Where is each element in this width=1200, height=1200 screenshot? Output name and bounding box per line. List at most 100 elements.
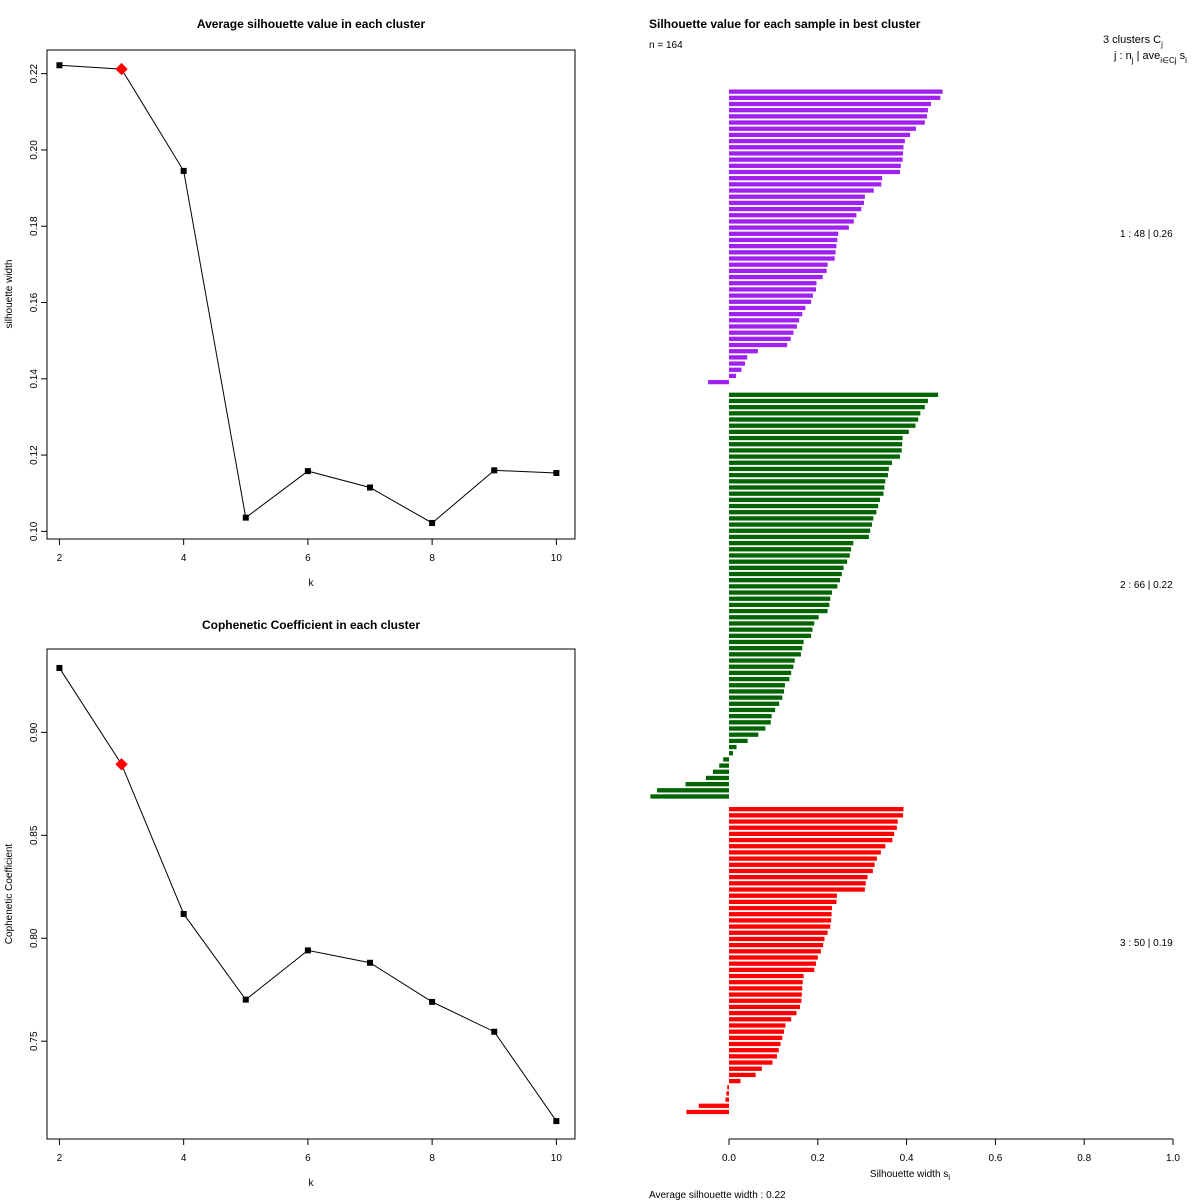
silhouette-bar: [729, 695, 783, 700]
silhouette-bar: [729, 237, 838, 243]
silhouette-bar: [729, 188, 874, 193]
x-tick-label: 10: [551, 553, 563, 564]
data-point: [56, 62, 63, 69]
silhouette-bar: [729, 949, 821, 954]
chart-title: Cophenetic Coefficient in each cluster: [202, 618, 420, 632]
silhouette-bar: [729, 590, 833, 595]
silhouette-bar: [729, 318, 800, 323]
silhouette-bar: [729, 831, 895, 837]
silhouette-bar: [729, 411, 921, 416]
silhouette-bar: [729, 324, 797, 329]
x-axis-label: Silhouette width si: [870, 1169, 950, 1182]
silhouette-bar: [729, 491, 884, 496]
silhouette-bar: [729, 553, 850, 558]
silhouette-bar: [723, 757, 729, 762]
x-tick-label: 8: [429, 553, 435, 564]
silhouette-bar: [729, 435, 903, 441]
silhouette-bar: [729, 1054, 777, 1059]
silhouette-bar: [729, 262, 828, 267]
highlight-point: [115, 758, 128, 771]
silhouette-bar: [729, 151, 904, 156]
silhouette-bar: [729, 1029, 785, 1034]
average-silhouette-footer: Average silhouette width : 0.22: [649, 1190, 786, 1200]
silhouette-bar: [729, 559, 848, 564]
data-point: [553, 470, 560, 477]
silhouette-bar: [698, 1103, 729, 1108]
silhouette-bar: [729, 875, 868, 880]
x-tick-label: 0.0: [722, 1153, 736, 1164]
silhouette-bar: [729, 652, 801, 657]
silhouette-bar: [729, 250, 836, 255]
silhouette-bar: [729, 442, 903, 447]
silhouette-bar: [729, 108, 928, 113]
legend-title: 3 clusters Cj: [1103, 34, 1163, 49]
x-tick-label: 0.6: [988, 1153, 1002, 1164]
y-tick-label: 0.12: [29, 445, 40, 465]
silhouette-bar: [729, 361, 745, 366]
silhouette-bar: [729, 460, 892, 465]
silhouette-bar: [729, 658, 795, 663]
silhouette-bar: [729, 163, 901, 168]
silhouette-bar: [729, 813, 904, 818]
silhouette-bar: [729, 602, 830, 608]
silhouette-bar: [729, 1010, 797, 1016]
silhouette-bar: [729, 596, 831, 601]
silhouette-bar: [729, 169, 900, 175]
silhouette-bar: [727, 1085, 729, 1090]
silhouette-bar: [729, 206, 862, 212]
silhouette-bar: [729, 132, 911, 138]
x-tick-label: 6: [305, 1153, 311, 1164]
silhouette-bar: [729, 639, 804, 645]
silhouette-bar: [719, 763, 729, 768]
silhouette-bar: [729, 194, 865, 199]
silhouette-bar: [729, 485, 885, 490]
silhouette-bar: [685, 781, 729, 787]
x-tick-label: 2: [57, 1153, 63, 1164]
sample-count: n = 164: [649, 40, 683, 51]
cluster-label: 2 : 66 | 0.22: [1120, 580, 1173, 591]
x-tick-label: 2: [57, 553, 63, 564]
silhouette-bar: [729, 330, 794, 335]
x-axis-label: k: [309, 578, 315, 589]
silhouette-bar: [729, 930, 828, 935]
cophenetic-plot: Cophenetic Coefficient in each cluster k…: [4, 618, 576, 1189]
silhouette-bar: [729, 1017, 792, 1022]
silhouette-bar: [729, 844, 886, 849]
y-tick-label: 0.90: [29, 722, 40, 742]
silhouette-bar: [729, 1072, 756, 1078]
x-tick-label: 8: [429, 1153, 435, 1164]
data-point: [180, 910, 187, 917]
x-tick-label: 0.4: [900, 1153, 914, 1164]
silhouette-bar: [729, 157, 903, 162]
silhouette-bar: [729, 299, 812, 304]
data-point: [56, 664, 63, 671]
silhouette-bar: [729, 1078, 741, 1084]
silhouette-bar: [729, 1004, 801, 1010]
silhouette-bar: [729, 584, 838, 589]
silhouette-bar: [729, 429, 909, 435]
silhouette-bar: [729, 825, 897, 830]
silhouette-bar: [729, 392, 939, 397]
silhouette-bar: [705, 775, 729, 781]
silhouette-bar: [729, 336, 791, 341]
silhouette-bar: [729, 992, 802, 997]
x-tick-label: 4: [181, 553, 187, 564]
silhouette-bar: [729, 862, 875, 867]
y-tick-label: 0.14: [29, 369, 40, 389]
silhouette-bar: [729, 417, 919, 422]
silhouette-bar: [729, 454, 900, 459]
silhouette-bar: [729, 918, 832, 923]
silhouette-bar: [729, 398, 928, 404]
silhouette-bar: [729, 850, 881, 855]
silhouette-bar: [729, 807, 904, 812]
silhouette-bar: [729, 893, 837, 898]
silhouette-bar: [729, 868, 873, 874]
silhouette-bar: [729, 837, 893, 843]
x-tick-label: 0.2: [811, 1153, 825, 1164]
silhouette-bar: [729, 349, 758, 354]
silhouette-bar: [729, 89, 943, 94]
silhouette-bar: [729, 219, 854, 224]
silhouette-bar: [729, 522, 872, 527]
silhouette-bar: [657, 788, 729, 793]
